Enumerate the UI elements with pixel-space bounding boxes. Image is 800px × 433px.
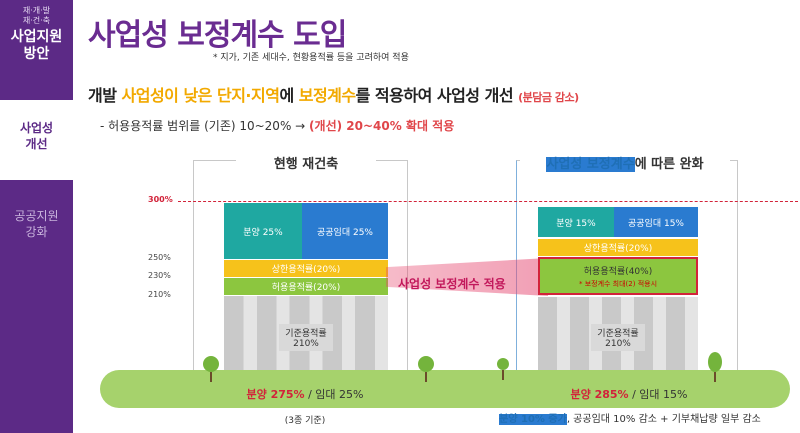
left-allowed-ratio: 허용용적률(20%) [224,278,388,295]
headline-note: (분담금 감소) [518,91,579,104]
subline-highlight: (개선) 20~40% 확대 적용 [309,119,455,133]
right-diagram-header: 사업성 보정계수에 따른 완화 [520,153,730,172]
headline-text: 에 [279,86,299,105]
headline-text: 를 적용하여 사업성 개선 [355,86,519,105]
left-result: 분양 275% / 임대 25% [190,386,420,402]
left-sale-block: 분양 25% [224,203,302,259]
right-upper-ratio: 상한용적률(20%) [538,239,698,256]
y-label-250: 250% [148,253,171,262]
right-building: 분양 15% 공공임대 15% 상한용적률(20%) 허용용적률(40%) * … [538,207,698,378]
sidebar-subtitle: 재·개·발 재·건·축 [22,6,51,25]
tree-icon [708,352,722,382]
right-allowed-note: * 보정계수 최대(2) 적용시 [578,279,658,288]
tree-icon [203,356,219,382]
right-footnote-text: , 공공임대 10% 감소 + 기부채납량 일부 감소 [566,414,761,425]
left-building: 분양 25% 공공임대 25% 상한용적률(20%) 허용용적률(20%) 기준… [224,203,388,378]
right-result: 분양 285% / 임대 15% [514,386,744,402]
left-result-rental: / 임대 25% [304,388,364,401]
y-label-300: 300% [148,195,173,204]
y-label-210: 210% [148,290,171,299]
right-allowed-label: 허용용적률(40%) [583,266,653,277]
subline: - 허용용적률 범위를 (기존) 10~20% → (개선) 20~40% 확대… [100,117,454,134]
correction-band-label: 사업성 보정계수 적용 [398,277,506,291]
right-sale-block: 분양 15% [538,207,614,237]
y-label-230: 230% [148,271,171,280]
tree-icon [497,358,509,380]
right-footnote: 분양 10% 증가, 공공임대 10% 감소 + 기부채납량 일부 감소 [470,410,790,425]
tree-icon [418,356,434,382]
sidebar-title: 사업지원 방안 [10,29,63,62]
right-base-label: 기준용적률 210% [591,324,645,351]
headline-text: 개발 [88,86,122,105]
headline-highlight: 사업성이 낮은 단지·지역 [121,86,280,105]
right-header-text: 에 따른 완화 [634,157,704,172]
right-rental-block: 공공임대 15% [614,207,698,237]
sidebar: 재·개·발 재·건·축 사업지원 방안 사업성 개선 공공지원 강화 [0,0,73,433]
ground [100,370,790,408]
right-result-rental: / 임대 15% [628,388,688,401]
left-result-sale: 분양 275% [246,388,305,401]
page-title: 사업성 보정계수 도입 [88,18,347,53]
title-note: * 지가, 기존 세대수, 현황용적률 등을 고려하여 적용 [213,53,409,63]
right-footnote-highlight: 분양 10% 증가 [499,414,567,425]
sidebar-header: 재·개·발 재·건·축 사업지원 방안 [0,0,73,78]
subline-text: - 허용용적률 범위를 (기존) 10~20% → [100,119,310,133]
right-base-ratio: 기준용적률 210% [538,297,698,378]
sidebar-item-business-improvement[interactable]: 사업성 개선 [0,100,73,180]
sidebar-item-public-support[interactable]: 공공지원 강화 [14,209,59,239]
right-allowed-ratio: 허용용적률(40%) * 보정계수 최대(2) 적용시 [538,257,698,295]
headline: 개발 사업성이 낮은 단지·지역에 보정계수를 적용하여 사업성 개선 (분담금… [88,82,579,106]
headline-highlight: 보정계수 [298,86,356,105]
left-upper-ratio: 상한용적률(20%) [224,260,388,277]
left-base-ratio: 기준용적률 210% [224,296,388,378]
left-footnote: (3종 기준) [284,416,326,426]
right-result-sale: 분양 285% [570,388,629,401]
left-diagram-header: 현행 재건축 [236,153,376,172]
left-rental-block: 공공임대 25% [302,203,388,259]
limit-line-300 [178,201,798,202]
left-base-label: 기준용적률 210% [279,323,333,351]
right-header-highlight: 사업성 보정계수 [546,157,635,172]
